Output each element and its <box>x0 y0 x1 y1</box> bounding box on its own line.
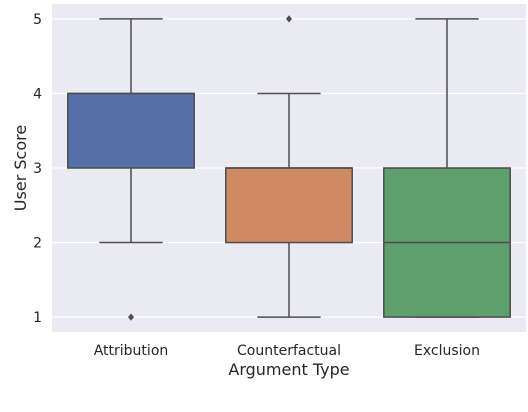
x-tick-labels: Attribution Counterfactual Exclusion <box>94 343 480 359</box>
outlier-counterfactual-0 <box>285 15 293 23</box>
y-tick-label-2: 2 <box>33 236 42 252</box>
box-counterfactual <box>225 15 353 318</box>
y-tick-label-3: 3 <box>33 161 42 177</box>
x-tick-label-exclusion: Exclusion <box>414 343 480 359</box>
y-tick-label-1: 1 <box>33 310 42 326</box>
y-tick-labels: 1 2 3 4 5 <box>33 12 42 326</box>
x-tick-label-counterfactual: Counterfactual <box>237 343 341 359</box>
x-axis-label: Argument Type <box>228 360 349 379</box>
box-iqr-counterfactual <box>225 167 353 244</box>
outlier-attribution-0 <box>127 313 135 321</box>
box-exclusion <box>383 18 511 318</box>
boxes <box>67 15 511 321</box>
x-tick-label-attribution: Attribution <box>94 343 169 359</box>
y-axis-label: User Score <box>11 125 30 211</box>
y-tick-label-5: 5 <box>33 12 42 28</box>
box-attribution <box>67 18 195 321</box>
box-iqr-attribution <box>67 92 195 169</box>
y-tick-label-4: 4 <box>33 86 42 102</box>
